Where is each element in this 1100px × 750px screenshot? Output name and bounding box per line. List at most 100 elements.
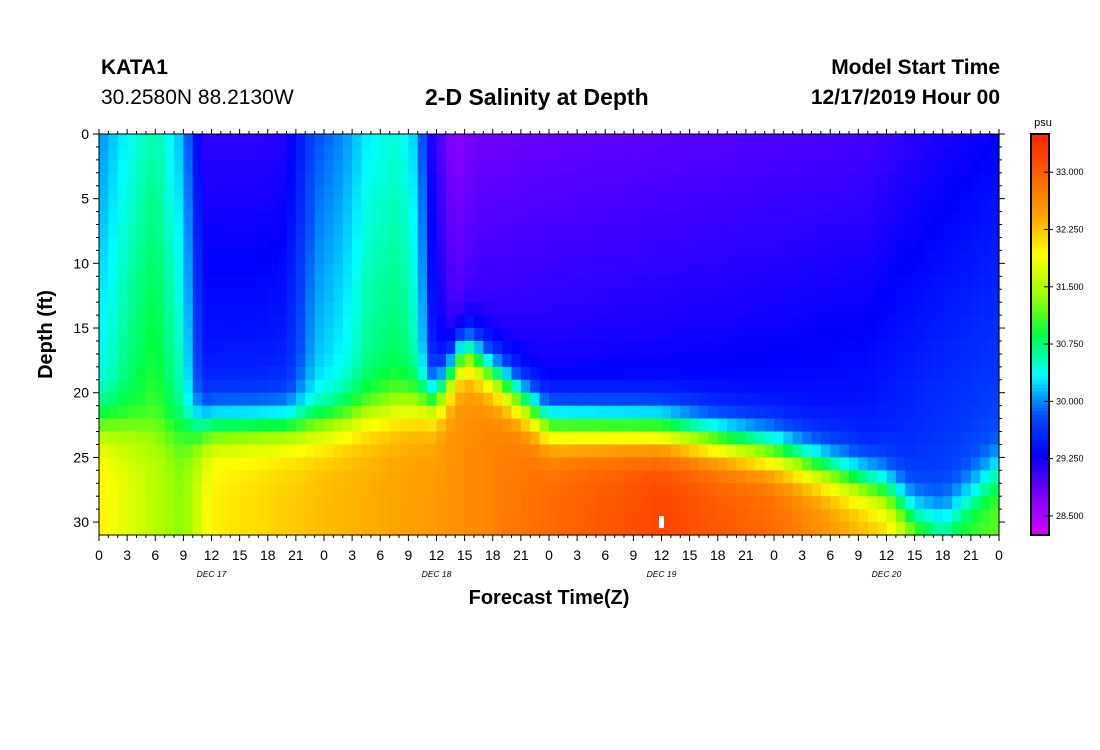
heatmap-cell <box>717 496 728 510</box>
heatmap-cell <box>492 315 503 329</box>
heatmap-cell <box>483 159 494 174</box>
heatmap-cell <box>792 276 803 290</box>
heatmap-cell <box>745 470 756 484</box>
x-tick-label: 0 <box>995 547 1003 563</box>
heatmap-cell <box>792 198 803 213</box>
heatmap-cell <box>689 496 700 510</box>
heatmap-cell <box>764 289 775 303</box>
heatmap-cell <box>942 470 953 484</box>
heatmap-cell <box>895 211 906 226</box>
heatmap-cell <box>249 379 259 394</box>
heatmap-cell <box>933 237 944 252</box>
heatmap-cell <box>445 276 456 290</box>
heatmap-cell <box>408 263 419 277</box>
heatmap-cell <box>427 185 438 200</box>
heatmap-cell <box>183 250 194 264</box>
colorbar-swatch <box>1031 327 1049 332</box>
heatmap-cell <box>155 509 166 523</box>
colorbar-swatch <box>1031 144 1049 148</box>
heatmap-cell <box>895 496 906 510</box>
heatmap-cell <box>342 340 353 355</box>
day-label: DEC 20 <box>872 569 902 579</box>
heatmap-cell <box>942 509 953 523</box>
heatmap-cell <box>849 172 859 187</box>
heatmap-cell <box>314 496 325 510</box>
heatmap-cell <box>661 211 672 226</box>
x-tick-label: 18 <box>485 547 501 563</box>
heatmap-cell <box>867 224 878 239</box>
heatmap-cell <box>933 418 944 433</box>
heatmap-cell <box>192 353 203 368</box>
heatmap-cell <box>867 483 878 497</box>
heatmap-cell <box>239 263 250 277</box>
heatmap-cell <box>211 522 222 536</box>
heatmap-cell <box>867 276 878 290</box>
heatmap-cell <box>839 159 850 174</box>
y-axis-title: Depth (ft) <box>35 290 57 379</box>
heatmap-cell <box>174 392 184 407</box>
heatmap-cell <box>914 444 925 458</box>
heatmap-cell <box>614 328 625 342</box>
heatmap-cell <box>614 392 625 407</box>
heatmap-cell <box>605 134 616 148</box>
heatmap-cell <box>277 496 288 510</box>
heatmap-cell <box>858 353 869 368</box>
heatmap-cell <box>399 328 409 342</box>
heatmap-cell <box>474 457 484 471</box>
colorbar: 33.00032.25031.50030.75030.00029.25028.5… <box>1030 133 1084 536</box>
heatmap-cell <box>586 483 597 497</box>
heatmap-cell <box>220 224 231 239</box>
heatmap-cell <box>764 185 775 200</box>
heatmap-cell <box>183 483 194 497</box>
heatmap-cell <box>895 379 906 394</box>
heatmap-cell <box>520 134 531 148</box>
heatmap-cell <box>924 444 934 458</box>
heatmap-cell <box>174 237 184 252</box>
heatmap-cell <box>464 457 475 471</box>
heatmap-cell <box>652 185 663 200</box>
heatmap-cell <box>661 263 672 277</box>
x-axis: 0 3 6 9 12 15 18 21 0 3 6 9 12 15 18 21 0 3 6 9 12 15 18 21 0 3 6 9… <box>95 129 1003 579</box>
heatmap-cell <box>624 522 634 536</box>
heatmap-cell <box>333 315 344 329</box>
heatmap-cell <box>136 457 147 471</box>
heatmap-cell <box>624 276 634 290</box>
heatmap-cell <box>183 198 194 213</box>
heatmap-cell <box>783 159 794 174</box>
heatmap-cell <box>689 250 700 264</box>
heatmap-cell <box>914 353 925 368</box>
heatmap-cell <box>642 379 653 394</box>
heatmap-cell <box>249 509 259 523</box>
heatmap-cell <box>858 146 869 161</box>
heatmap-cell <box>127 328 138 342</box>
heatmap-cell <box>108 289 119 303</box>
heatmap-cell <box>858 444 869 458</box>
heatmap-cell <box>952 146 963 161</box>
heatmap-cell <box>567 315 578 329</box>
heatmap-cell <box>399 211 409 226</box>
heatmap-cell <box>220 146 231 161</box>
heatmap-cell <box>661 379 672 394</box>
heatmap-cell <box>511 146 522 161</box>
heatmap-cell <box>577 392 588 407</box>
heatmap-cell <box>905 418 916 433</box>
heatmap-cell <box>783 237 794 252</box>
heatmap-cell <box>970 457 981 471</box>
heatmap-cell <box>99 211 109 226</box>
heatmap-cell <box>399 185 409 200</box>
heatmap-cell <box>933 444 944 458</box>
heatmap-cell <box>352 418 363 433</box>
heatmap-cell <box>755 431 766 446</box>
heatmap-cell <box>164 315 175 329</box>
heatmap-cell <box>633 224 644 239</box>
heatmap-cell <box>980 353 991 368</box>
heatmap-cell <box>952 444 963 458</box>
heatmap-cell <box>933 496 944 510</box>
heatmap-cell <box>145 366 156 381</box>
heatmap-cell <box>942 405 953 420</box>
heatmap-cell <box>324 522 334 536</box>
heatmap-cell <box>614 185 625 200</box>
heatmap-cell <box>886 405 897 420</box>
heatmap-cell <box>530 392 541 407</box>
heatmap-cell <box>314 366 325 381</box>
